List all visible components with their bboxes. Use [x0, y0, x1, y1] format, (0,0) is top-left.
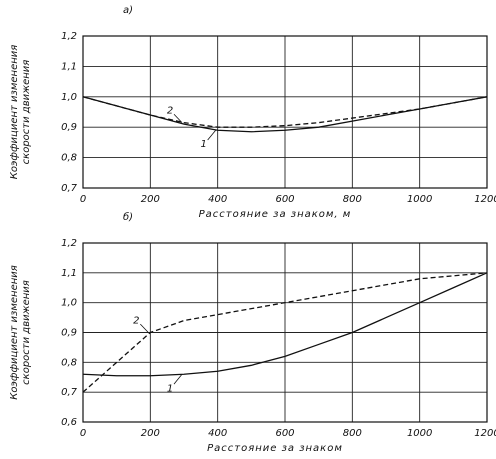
label-leader — [140, 323, 149, 333]
y-tick-label: 0,8 — [61, 357, 77, 368]
x-tick-label: 1000 — [407, 428, 432, 439]
y-tick-label: 1,0 — [61, 92, 77, 103]
x-tick-label: 400 — [208, 194, 227, 205]
y-axis-label: Коэффициент изменения — [9, 265, 20, 400]
x-axis-label: Расстояние за знаком, м — [199, 209, 352, 220]
x-tick-label: 0 — [80, 428, 86, 439]
x-tick-label: 800 — [343, 428, 362, 439]
series-label: 1 — [200, 139, 206, 150]
x-tick-label: 400 — [208, 428, 227, 439]
plot-frame — [82, 35, 488, 189]
x-tick-label: 200 — [141, 428, 160, 439]
y-tick-label: 1,1 — [61, 61, 77, 72]
y-tick-label: 1,0 — [61, 298, 77, 309]
y-axis-label: Коэффициент изменения — [9, 45, 20, 180]
plot-frame — [82, 242, 488, 423]
y-tick-label: 0,9 — [61, 328, 77, 339]
x-tick-label: 0 — [80, 194, 86, 205]
label-leader — [173, 113, 183, 123]
y-tick-label: 0,8 — [61, 153, 77, 164]
label-leader — [173, 374, 183, 385]
y-tick-label: 1,2 — [61, 238, 77, 249]
x-tick-label: 1000 — [407, 194, 432, 205]
x-axis-label: Расстояние за знаком — [207, 443, 343, 454]
y-tick-label: 0,9 — [61, 122, 77, 133]
series-label: 2 — [167, 106, 173, 117]
y-axis-label: скорости движения — [21, 280, 32, 385]
panel-label: а) — [123, 5, 133, 16]
x-tick-label: 800 — [343, 194, 362, 205]
x-tick-label: 600 — [275, 194, 294, 205]
y-tick-label: 1,1 — [61, 268, 77, 279]
y-tick-label: 1,2 — [61, 31, 77, 42]
data-line — [82, 96, 488, 133]
x-tick-label: 200 — [141, 194, 160, 205]
x-tick-label: 1200 — [474, 428, 496, 439]
y-tick-label: 0,7 — [61, 183, 78, 194]
data-line — [82, 272, 488, 377]
label-leader — [207, 129, 216, 141]
series-label: 1 — [167, 383, 173, 394]
data-line — [82, 272, 488, 393]
y-axis-label: скорости движения — [21, 60, 32, 165]
y-tick-label: 0,7 — [61, 387, 78, 398]
x-tick-label: 1200 — [474, 194, 496, 205]
series-label: 2 — [133, 316, 139, 327]
y-tick-label: 0,6 — [61, 417, 77, 428]
x-tick-label: 600 — [275, 428, 294, 439]
panel-label: б) — [123, 211, 133, 223]
